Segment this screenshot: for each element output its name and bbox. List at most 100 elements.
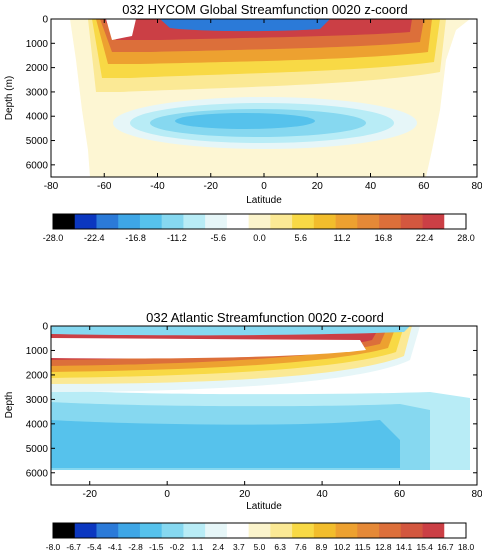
colorbar-swatch (292, 214, 315, 229)
colorbar-tick-label: -2.8 (128, 542, 143, 552)
y-tick-label: 5000 (26, 444, 49, 455)
atlantic-panel: 032 Atlantic Streamfunction 0020 z-coord… (4, 310, 482, 552)
colorbar-swatch (53, 523, 76, 538)
x-tick-label: -60 (97, 181, 112, 192)
colorbar-swatch (161, 523, 184, 538)
global-x-axis: -80 -60 -40 -20 0 20 40 60 80 (44, 19, 482, 192)
x-tick-label: 40 (317, 489, 329, 500)
atlantic-bottom-water (51, 470, 477, 485)
colorbar-tick-label: 10.2 (334, 542, 351, 552)
colorbar-swatch (270, 214, 293, 229)
y-tick-label: 3000 (26, 395, 49, 406)
x-tick-label: 80 (471, 489, 482, 500)
global-deep-band-4 (175, 113, 315, 129)
colorbar-tick-label: -4.1 (108, 542, 123, 552)
colorbar-tick-label: -22.4 (84, 233, 105, 243)
y-tick-label: 6000 (26, 160, 49, 171)
colorbar-tick-label: -1.5 (149, 542, 164, 552)
colorbar-swatch (357, 523, 380, 538)
colorbar-swatch (118, 214, 141, 229)
atlantic-frame (50, 325, 478, 486)
colorbar-tick-label: -5.4 (87, 542, 102, 552)
colorbar-swatch (248, 523, 271, 538)
colorbar-swatch (248, 214, 271, 229)
colorbar-frame (52, 213, 467, 230)
colorbar-tick-label: -16.8 (125, 233, 146, 243)
colorbar-tick-label: 1.1 (192, 542, 204, 552)
colorbar-tick-label: -0.2 (170, 542, 185, 552)
colorbar-tick-label: 0.0 (253, 233, 266, 243)
colorbar-tick-label: -8.0 (46, 542, 61, 552)
atlantic-ylabel: Depth (4, 392, 15, 419)
colorbar-tick-label: 8.9 (316, 542, 328, 552)
x-tick-label: 40 (365, 181, 377, 192)
x-tick-label: -20 (83, 489, 98, 500)
global-y-axis: 0 1000 2000 3000 4000 5000 6000 (26, 15, 477, 171)
colorbar-tick-label: 6.3 (274, 542, 286, 552)
y-tick-label: 0 (42, 322, 48, 333)
colorbar-tick-label: 11.5 (355, 542, 371, 552)
y-tick-label: 2000 (26, 63, 49, 74)
colorbar-tick-label: 22.4 (416, 233, 434, 243)
colorbar-swatch (357, 214, 380, 229)
global-panel: 032 HYCOM Global Streamfunction 0020 z-c… (4, 2, 482, 243)
colorbar-swatch (226, 214, 249, 229)
atlantic-y-axis: 0 1000 2000 3000 4000 5000 6000 (26, 322, 477, 479)
colorbar-tick-label: 7.6 (295, 542, 307, 552)
y-tick-label: 4000 (26, 112, 49, 123)
atlantic-land-north (470, 326, 477, 485)
colorbar-swatch (74, 214, 97, 229)
y-tick-label: 4000 (26, 419, 49, 430)
colorbar-swatch (226, 523, 249, 538)
colorbar-swatch (74, 523, 97, 538)
colorbar-swatch (96, 214, 119, 229)
colorbar-swatch (53, 214, 76, 229)
atlantic-surface-tropics (51, 326, 410, 336)
global-surface-negative (160, 19, 330, 32)
colorbar-swatch (422, 214, 445, 229)
colorbar-swatch (96, 523, 119, 538)
colorbar-swatch (313, 523, 336, 538)
atlantic-upper-core (51, 338, 366, 359)
colorbar-swatch (313, 214, 336, 229)
x-tick-label: 60 (394, 489, 406, 500)
colorbar-tick-label: 11.2 (334, 233, 351, 243)
colorbar-swatch (400, 523, 423, 538)
global-title: 032 HYCOM Global Streamfunction 0020 z-c… (122, 2, 407, 17)
colorbar-swatch (400, 214, 423, 229)
colorbar-swatch (292, 523, 315, 538)
colorbar-swatch (335, 523, 358, 538)
colorbar-frame (52, 522, 467, 539)
colorbar-tick-label: 3.7 (233, 542, 245, 552)
colorbar-tick-label: 18.0 (458, 542, 475, 552)
x-tick-label: 60 (418, 181, 430, 192)
y-tick-label: 1000 (26, 346, 49, 357)
y-tick-label: 1000 (26, 39, 49, 50)
colorbar-swatch (205, 523, 228, 538)
colorbar-tick-label: 15.4 (417, 542, 434, 552)
colorbar-swatch (139, 523, 162, 538)
colorbar-swatch (335, 214, 358, 229)
global-land-north (426, 19, 477, 177)
colorbar-swatch (183, 214, 206, 229)
colorbar-tick-label: 12.8 (375, 542, 392, 552)
colorbar-swatch (161, 214, 184, 229)
colorbar-swatch (205, 214, 228, 229)
colorbar-tick-label: 5.0 (254, 542, 266, 552)
colorbar-tick-label: 2.4 (212, 542, 224, 552)
x-tick-label: 20 (239, 489, 251, 500)
x-tick-label: 0 (164, 489, 170, 500)
colorbar-tick-label: -5.6 (210, 233, 226, 243)
atlantic-plot-area (51, 326, 477, 485)
colorbar-tick-label: 16.8 (375, 233, 393, 243)
atlantic-x-axis: -20 0 20 40 60 80 (83, 326, 482, 500)
colorbar-swatch (422, 523, 445, 538)
x-tick-label: -80 (44, 181, 59, 192)
atlantic-deep-band-3 (51, 420, 400, 468)
atlantic-title: 032 Atlantic Streamfunction 0020 z-coord (146, 310, 384, 325)
global-colorbar: -28.0 -22.4 -16.8 -11.2 -5.6 0.0 5.6 11.2 16.8 22… (43, 213, 475, 243)
x-tick-label: -40 (150, 181, 165, 192)
x-tick-label: 20 (312, 181, 324, 192)
y-tick-label: 3000 (26, 87, 49, 98)
